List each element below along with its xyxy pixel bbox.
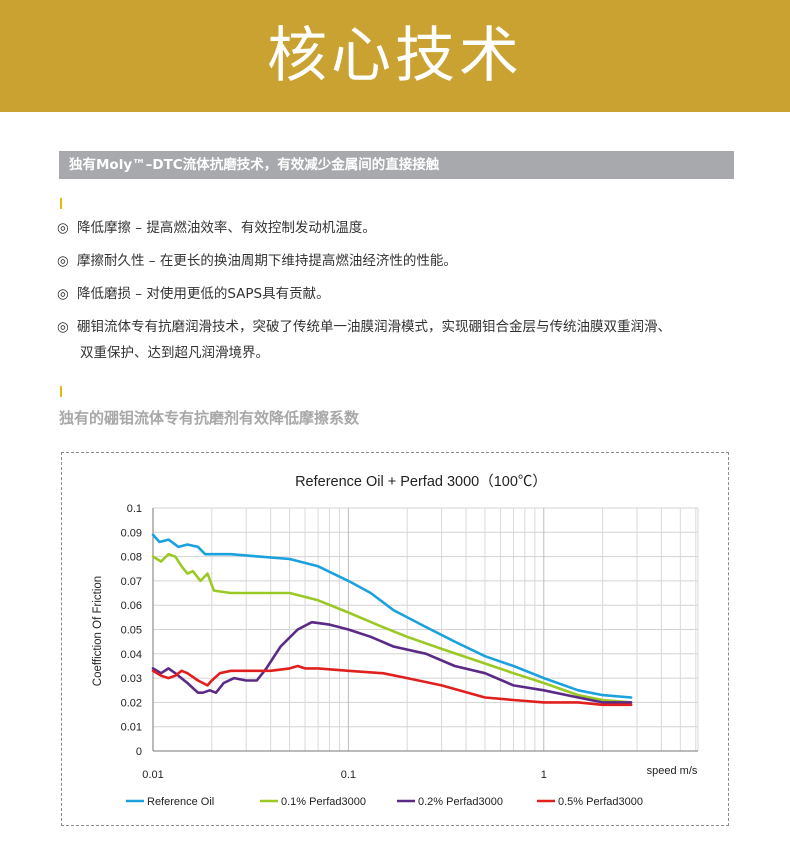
x-tick-label: 1 <box>541 769 547 781</box>
y-tick-label: 0 <box>136 746 142 758</box>
bullet-icon: ◎ <box>57 253 69 269</box>
accent-marker <box>60 198 62 209</box>
feature-text: 降低磨损 – 对使用更低的SAPS具有贡献。 <box>77 286 330 302</box>
x-tick-labels: 0.01 0.1 1 <box>142 769 547 781</box>
legend-label: 0.5% Perfad3000 <box>558 796 643 808</box>
x-tick-label: 0.1 <box>341 769 356 781</box>
series-line <box>151 552 633 704</box>
banner-title: 核心技术 <box>267 21 523 91</box>
feature-text: 硼钼流体专有抗磨润滑技术，突破了传统单一油膜润滑模式，实现硼钼合金层与传统油膜双… <box>77 319 671 335</box>
y-tick-label: 0.04 <box>121 649 142 661</box>
accent-marker <box>60 386 62 397</box>
y-tick-label: 0.05 <box>121 625 142 637</box>
y-tick-label: 0.03 <box>121 673 142 685</box>
feature-item: ◎ 降低摩擦 – 提高燃油效率、有效控制发动机温度。 <box>57 218 376 239</box>
chart-series <box>151 533 633 707</box>
chart-axes <box>152 508 698 752</box>
chart-frame <box>61 452 729 826</box>
chart-legend: Reference Oil 0.1% Perfad3000 0.2% Perfad3… <box>126 796 643 808</box>
chart-title: Reference Oil + Perfad 3000（100℃） <box>295 473 547 490</box>
chart-grid <box>152 507 699 752</box>
y-tick-label: 0.07 <box>121 576 142 588</box>
feature-item: ◎ 摩擦耐久性 – 在更长的换油周期下维持提高燃油经济性的性能。 <box>57 251 457 272</box>
y-tick-label: 0.01 <box>121 722 142 734</box>
bullet-icon: ◎ <box>57 319 69 335</box>
y-tick-label: 0.09 <box>121 527 142 539</box>
section-heading: 独有Moly™–DTC流体抗磨技术，有效减少金属间的直接接触 <box>69 157 440 173</box>
feature-text: 降低摩擦 – 提高燃油效率、有效控制发动机温度。 <box>77 220 376 236</box>
feature-text: 摩擦耐久性 – 在更长的换油周期下维持提高燃油经济性的性能。 <box>77 253 457 269</box>
y-tick-label: 0.08 <box>121 552 142 564</box>
legend-label: 0.2% Perfad3000 <box>418 796 503 808</box>
feature-item: ◎ 硼钼流体专有抗磨润滑技术，突破了传统单一油膜润滑模式，实现硼钼合金层与传统油膜… <box>57 317 671 338</box>
legend-label: Reference Oil <box>147 796 214 808</box>
series-line <box>151 533 633 699</box>
section-heading-bar: 独有Moly™–DTC流体抗磨技术，有效减少金属间的直接接触 <box>59 151 734 179</box>
bullet-icon: ◎ <box>57 286 69 302</box>
series-line <box>151 664 633 707</box>
y-tick-label: 0.02 <box>121 697 142 709</box>
feature-text-continued: 双重保护、达到超凡润滑境界。 <box>80 345 269 361</box>
x-axis-label: speed m/s <box>647 765 698 777</box>
y-axis-label: Coeffiction Of Friction <box>92 576 104 686</box>
bullet-icon: ◎ <box>57 220 69 236</box>
y-tick-labels: 0 0.01 0.02 0.03 0.04 0.05 0.06 0.07 0.08 0.09 0.1 <box>121 503 142 758</box>
y-tick-label: 0.06 <box>121 600 142 612</box>
y-tick-label: 0.1 <box>127 503 142 515</box>
series-line <box>151 620 633 704</box>
header-banner: 核心技术 <box>0 0 790 112</box>
feature-item: ◎ 降低磨损 – 对使用更低的SAPS具有贡献。 <box>57 284 330 305</box>
x-tick-label: 0.01 <box>142 769 163 781</box>
chart-heading: 独有的硼钼流体专有抗磨剂有效降低摩擦系数 <box>59 409 360 427</box>
legend-label: 0.1% Perfad3000 <box>281 796 366 808</box>
